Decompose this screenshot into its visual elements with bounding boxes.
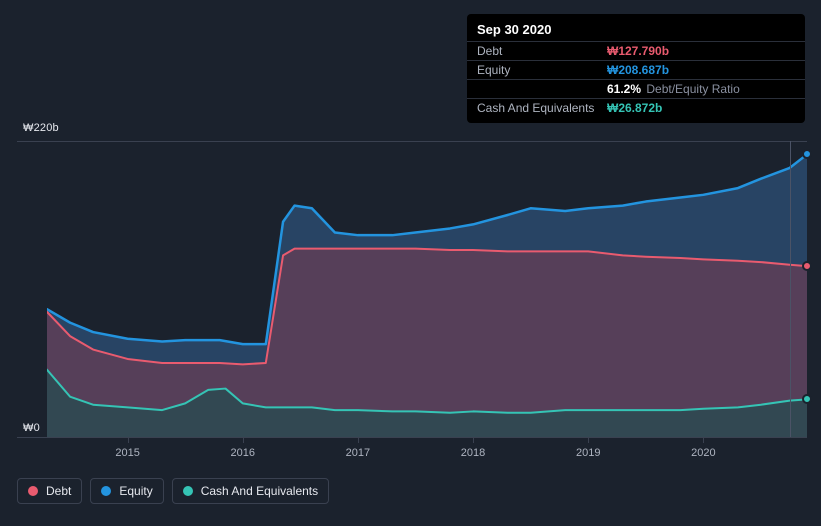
x-tick-mark bbox=[128, 437, 129, 443]
chart-container: Sep 30 2020 Debt ₩127.790b Equity ₩208.6… bbox=[0, 0, 821, 526]
tooltip-cash-value: ₩26.872b bbox=[607, 101, 662, 115]
tooltip-ratio-pct: 61.2% bbox=[607, 82, 641, 96]
y-axis-max-label: ₩220b bbox=[23, 122, 59, 134]
hover-tooltip: Sep 30 2020 Debt ₩127.790b Equity ₩208.6… bbox=[467, 14, 805, 123]
tooltip-row-cash: Cash And Equivalents ₩26.872b bbox=[467, 98, 805, 117]
legend-dot-equity bbox=[101, 486, 111, 496]
y-axis-min-label: ₩0 bbox=[23, 422, 40, 434]
x-tick-mark bbox=[358, 437, 359, 443]
tooltip-ratio-value: 61.2% Debt/Equity Ratio bbox=[607, 82, 740, 96]
crosshair-line bbox=[790, 141, 791, 437]
legend-dot-cash bbox=[183, 486, 193, 496]
chart-plot-area[interactable] bbox=[47, 141, 807, 437]
tooltip-row-equity: Equity ₩208.687b bbox=[467, 60, 805, 79]
legend-label-equity: Equity bbox=[119, 484, 152, 498]
tooltip-row-debt: Debt ₩127.790b bbox=[467, 41, 805, 60]
gridline-baseline bbox=[17, 437, 807, 438]
legend-label-debt: Debt bbox=[46, 484, 71, 498]
series-end-marker-debt bbox=[802, 261, 812, 271]
tooltip-equity-value: ₩208.687b bbox=[607, 63, 669, 77]
legend-item-equity[interactable]: Equity bbox=[90, 478, 163, 504]
x-tick-label: 2015 bbox=[115, 447, 139, 459]
x-axis: 2015 2016 2017 2018 2019 2020 bbox=[47, 447, 807, 465]
x-tick-label: 2020 bbox=[691, 447, 715, 459]
legend-label-cash: Cash And Equivalents bbox=[201, 484, 318, 498]
x-tick-mark bbox=[588, 437, 589, 443]
tooltip-debt-value: ₩127.790b bbox=[607, 44, 669, 58]
x-tick-mark bbox=[243, 437, 244, 443]
x-tick-mark bbox=[703, 437, 704, 443]
tooltip-date: Sep 30 2020 bbox=[467, 20, 805, 41]
tooltip-row-ratio: 61.2% Debt/Equity Ratio bbox=[467, 79, 805, 98]
tooltip-ratio-spacer bbox=[477, 82, 607, 96]
x-tick-label: 2017 bbox=[346, 447, 370, 459]
legend-item-cash[interactable]: Cash And Equivalents bbox=[172, 478, 329, 504]
series-end-marker-cash bbox=[802, 394, 812, 404]
x-tick-mark bbox=[473, 437, 474, 443]
tooltip-debt-label: Debt bbox=[477, 44, 607, 58]
tooltip-ratio-text: Debt/Equity Ratio bbox=[646, 82, 739, 96]
x-tick-label: 2019 bbox=[576, 447, 600, 459]
tooltip-equity-label: Equity bbox=[477, 63, 607, 77]
legend-item-debt[interactable]: Debt bbox=[17, 478, 82, 504]
chart-legend: Debt Equity Cash And Equivalents bbox=[17, 478, 329, 504]
x-tick-label: 2016 bbox=[231, 447, 255, 459]
legend-dot-debt bbox=[28, 486, 38, 496]
x-tick-label: 2018 bbox=[461, 447, 485, 459]
series-end-marker-equity bbox=[802, 149, 812, 159]
tooltip-cash-label: Cash And Equivalents bbox=[477, 101, 607, 115]
